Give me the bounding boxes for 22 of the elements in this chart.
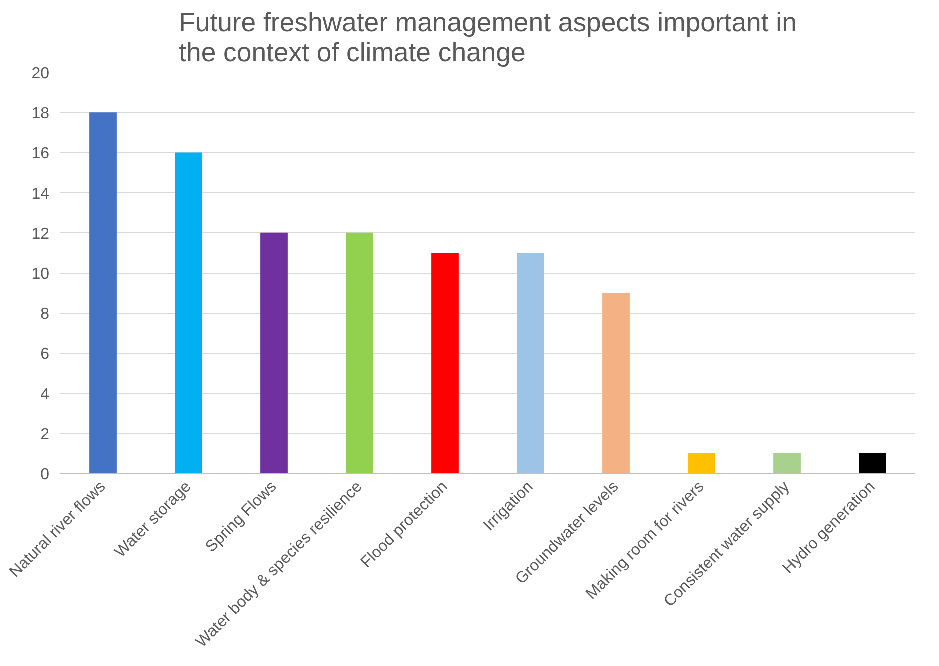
bar [602, 293, 630, 474]
bar [260, 232, 288, 474]
y-tick-label: 10 [32, 266, 50, 283]
y-tick-label: 20 [32, 66, 50, 82]
y-tick-label: 6 [40, 346, 50, 364]
bar [175, 152, 202, 474]
y-tick-label: 0 [40, 466, 50, 484]
y-tick-label: 14 [32, 186, 50, 203]
y-tick-label: 8 [40, 306, 50, 324]
y-tick-label: 2 [40, 426, 50, 444]
y-tick-label: 4 [40, 386, 50, 404]
bar [859, 453, 886, 474]
y-tick-label: 12 [32, 226, 50, 243]
y-tick-label: 16 [32, 146, 50, 163]
bar [90, 112, 117, 474]
chart-title: Future freshwater management aspects important in the context of climate change [179, 8, 797, 68]
bar [688, 453, 716, 474]
bar [517, 252, 544, 474]
bar [346, 232, 374, 474]
bar [774, 453, 801, 474]
bar [432, 252, 459, 474]
y-tick-label: 18 [32, 106, 50, 123]
